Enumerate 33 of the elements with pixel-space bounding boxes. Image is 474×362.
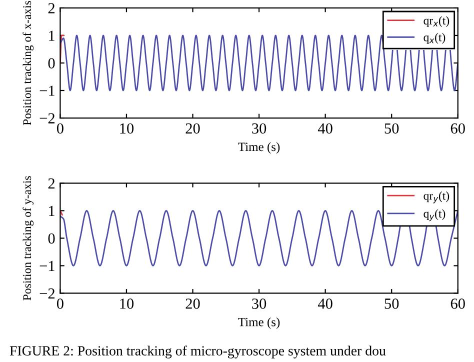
x-tick-label: 40 [318, 298, 332, 309]
x-tick-label: 20 [186, 298, 200, 309]
legend-label: q$_{y}$(t) [424, 209, 446, 222]
x-tick-label: 30 [252, 298, 266, 309]
x-axis-title: Time (s) [238, 317, 280, 329]
x-tick-label: 0 [56, 298, 64, 309]
y-tick-label: −2 [40, 288, 54, 299]
y-tick-label: 0 [48, 233, 55, 244]
y-axis-title: Position tracking of y-axis [22, 176, 34, 300]
y-tick-label: 2 [48, 178, 54, 188]
x-tick-label: 50 [384, 123, 399, 134]
legend-label: qr$_{x}$(t) [424, 16, 450, 27]
y-tick-label: −1 [40, 86, 54, 96]
x-tick-label: 10 [120, 298, 134, 309]
y-tick-label: 1 [49, 30, 54, 41]
y-tick-label: 2 [48, 3, 54, 14]
caption: FIGURE 2: Position tracking of micro-gyroscope system under dou [10, 346, 386, 358]
y-axis-title: Position tracking of x-axis [22, 0, 34, 126]
x-tick-label: 0 [56, 123, 64, 134]
x-tick-label: 40 [318, 123, 332, 134]
y-tick-label: 0 [48, 58, 55, 68]
x-tick-label: 20 [186, 123, 200, 134]
x-tick-label: 30 [252, 123, 266, 134]
legend-label: qr$_{y}$(t) [424, 191, 450, 204]
x-tick-label: 60 [450, 123, 465, 134]
y-tick-label: 1 [49, 206, 54, 216]
y-tick-label: −1 [40, 260, 54, 272]
x-tick-label: 60 [450, 298, 465, 309]
x-tick-label: 50 [384, 298, 399, 309]
x-tick-label: 10 [120, 123, 134, 134]
x-axis-title: Time (s) [238, 142, 280, 154]
legend-label: q$_{x}$(t) [424, 32, 446, 44]
y-tick-label: −2 [40, 113, 54, 124]
